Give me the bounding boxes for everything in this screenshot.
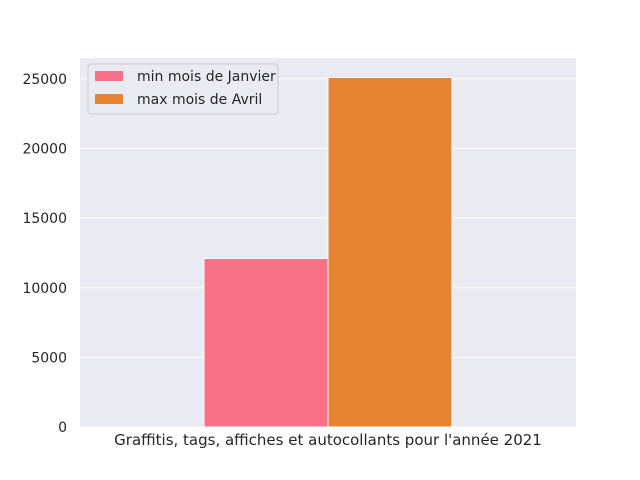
legend-label-min: min mois de Janvier	[137, 69, 276, 85]
legend-swatch-min	[95, 71, 123, 81]
legend-label-max: max mois de Avril	[137, 92, 262, 108]
y-tick-labels: 0 5000 10000 15000 20000 25000	[22, 72, 67, 436]
y-tick-label-10000: 10000	[22, 281, 67, 297]
legend-frame	[87, 63, 279, 115]
y-tick-label-25000: 25000	[22, 72, 67, 88]
bar-min-janvier	[203, 258, 329, 428]
y-tick-label-15000: 15000	[22, 211, 67, 227]
y-tick-label-5000: 5000	[31, 350, 67, 366]
x-axis-label: Graffitis, tags, affiches et autocollant…	[114, 431, 542, 449]
legend: min mois de Janvier max mois de Avril	[87, 63, 279, 115]
bars	[203, 76, 453, 428]
y-tick-label-20000: 20000	[22, 142, 67, 158]
legend-swatch-max	[95, 94, 123, 104]
y-tick-label-0: 0	[58, 420, 67, 436]
bar-max-avril	[327, 76, 453, 428]
